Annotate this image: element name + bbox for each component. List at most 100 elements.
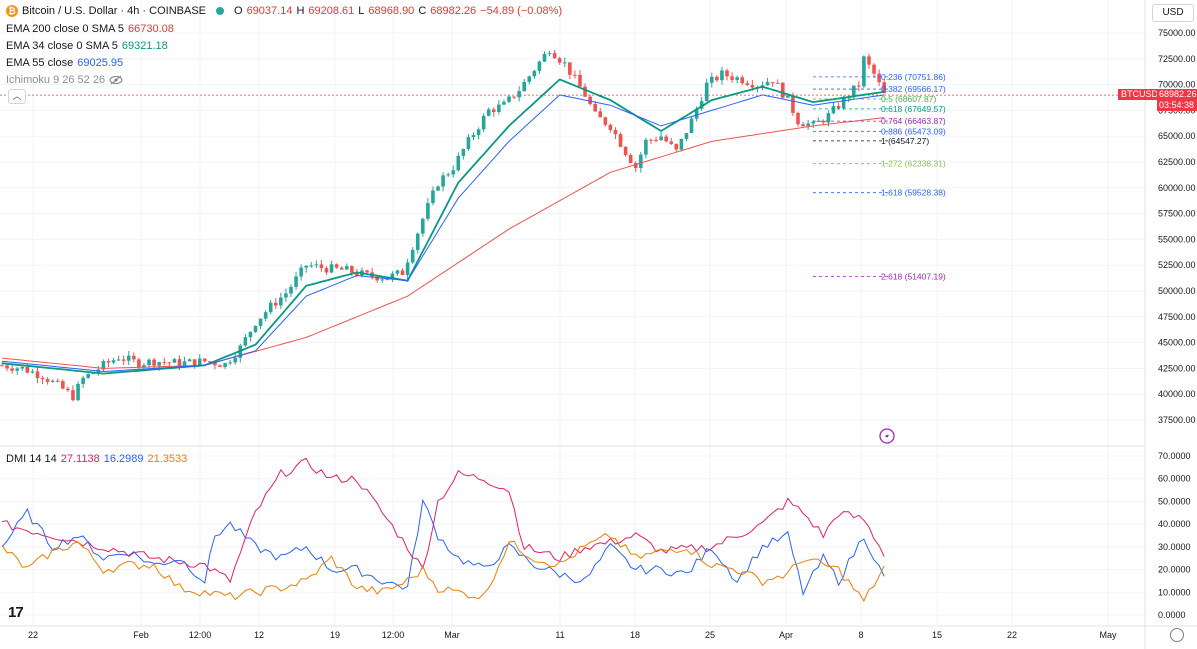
candle-body	[329, 264, 334, 273]
candle-body	[299, 267, 303, 277]
candle-body	[10, 368, 14, 371]
candle-body	[66, 388, 70, 391]
dmi-tick-label: 50.0000	[1158, 496, 1191, 506]
candle-body	[446, 174, 450, 176]
candle-body	[568, 62, 572, 75]
ema55-legend[interactable]: EMA 55 close 69025.95	[6, 57, 123, 69]
candle-body	[481, 115, 486, 130]
price-tick-label: 40000.00	[1158, 389, 1196, 399]
candle-body	[35, 371, 40, 378]
candle-body	[522, 81, 527, 92]
candle-body	[507, 96, 511, 102]
ema200-value: 66730.08	[128, 23, 174, 35]
time-tick-label: Mar	[444, 630, 460, 640]
tradingview-logo[interactable]: 17	[8, 604, 24, 621]
ichimoku-legend[interactable]: Ichimoku 9 26 52 26	[6, 74, 123, 86]
candle-body	[593, 104, 597, 112]
time-tick-label: Feb	[133, 630, 149, 640]
candle-body	[344, 266, 349, 270]
candle-body	[877, 73, 881, 83]
time-tick-label: 12:00	[189, 630, 212, 640]
candle-body	[872, 64, 876, 74]
candle-body	[598, 111, 603, 118]
candle-body	[786, 95, 790, 98]
last-price-value: 68982.26	[1159, 89, 1197, 99]
candle-body	[192, 359, 197, 366]
dmi-tick-label: 0.0000	[1158, 610, 1186, 620]
candle-body	[273, 302, 278, 306]
candle-body	[547, 53, 552, 55]
time-axis[interactable]: 22 Feb 12:00 12 19 12:00 Mar 11 18 25 Apr 8 15 22 May	[28, 630, 1117, 640]
candle-body	[243, 337, 248, 346]
candle-body	[126, 355, 131, 361]
market-status-dot	[216, 7, 224, 15]
dmi-legend[interactable]: DMI 14 14 27.1138 16.2989 21.3533	[6, 453, 187, 465]
fib-level-label: 0.5 (68607.87)	[881, 94, 936, 104]
candle-body	[380, 279, 385, 281]
ema34-legend[interactable]: EMA 34 close 0 SMA 5 69321.18	[6, 40, 168, 52]
candle-body	[821, 120, 826, 123]
candles	[0, 49, 886, 402]
dmi-lines	[1, 457, 885, 603]
bitcoin-icon: ₿	[6, 5, 18, 17]
candle-body	[152, 359, 156, 366]
ichimoku-label: Ichimoku 9 26 52 26	[6, 74, 106, 86]
symbol-legend[interactable]: ₿ Bitcoin / U.S. Dollar · 4h · COINBASE …	[6, 5, 562, 17]
fib-level-label: 1 (64547.27)	[881, 136, 929, 146]
candle-body	[730, 76, 734, 80]
price-tick-label: 62500.00	[1158, 157, 1196, 167]
time-tick-label: 12	[254, 630, 264, 640]
candle-body	[223, 363, 227, 367]
lightning-icon[interactable]	[879, 428, 895, 444]
dmi-tick-label: 20.0000	[1158, 565, 1191, 575]
ema34-label: EMA 34 close 0 SMA 5	[6, 40, 118, 52]
candle-body	[471, 135, 476, 138]
chevron-up-icon[interactable]: ︿	[8, 89, 26, 104]
ema-line-0	[1, 117, 885, 369]
eye-hidden-icon[interactable]	[109, 75, 123, 85]
candle-body	[633, 163, 638, 168]
change-value: −54.89 (−0.08%)	[480, 5, 563, 17]
candle-body	[710, 76, 714, 83]
fib-level-label: 1.618 (59528.38)	[881, 188, 946, 198]
candle-body	[862, 56, 866, 87]
candle-body	[20, 366, 25, 369]
settings-icon[interactable]	[1170, 628, 1184, 642]
price-tick-label: 42500.00	[1158, 363, 1196, 373]
candle-body	[45, 379, 50, 382]
currency-selector[interactable]: USD	[1152, 4, 1194, 22]
price-tick-label: 37500.00	[1158, 415, 1196, 425]
time-tick-label: May	[1099, 630, 1117, 640]
candle-body	[71, 390, 75, 401]
candle-body	[704, 82, 709, 102]
candle-body	[421, 218, 425, 234]
candle-body	[542, 53, 547, 62]
candle-body	[233, 357, 238, 363]
candle-body	[304, 265, 308, 268]
candle-body	[603, 117, 608, 125]
candle-body	[390, 273, 395, 280]
price-tick-label: 47500.00	[1158, 312, 1196, 322]
candle-body	[644, 139, 648, 155]
price-tick-label: 55000.00	[1158, 234, 1196, 244]
candle-body	[61, 381, 65, 389]
candle-body	[284, 293, 288, 298]
candle-body	[613, 129, 618, 135]
candle-body	[476, 129, 481, 136]
fibonacci-levels[interactable]: 0.236 (70751.86) 0.382 (69566.17)0.5 (686…	[813, 72, 946, 282]
candle-body	[841, 97, 846, 109]
candle-body	[654, 139, 658, 141]
price-tick-label: 45000.00	[1158, 338, 1196, 348]
candle-body	[882, 82, 886, 94]
candle-body	[557, 58, 562, 63]
low-value: 68968.90	[368, 5, 415, 17]
price-axis[interactable]: 75000.0072500.0070000.0067500.0065000.00…	[1158, 28, 1196, 425]
candle-body	[679, 138, 684, 150]
candle-body	[172, 359, 177, 363]
candle-body	[502, 101, 506, 105]
candle-body	[628, 154, 633, 164]
candle-body	[314, 264, 319, 266]
ema200-legend[interactable]: EMA 200 close 0 SMA 5 66730.08	[6, 23, 174, 35]
candle-body	[791, 95, 795, 113]
